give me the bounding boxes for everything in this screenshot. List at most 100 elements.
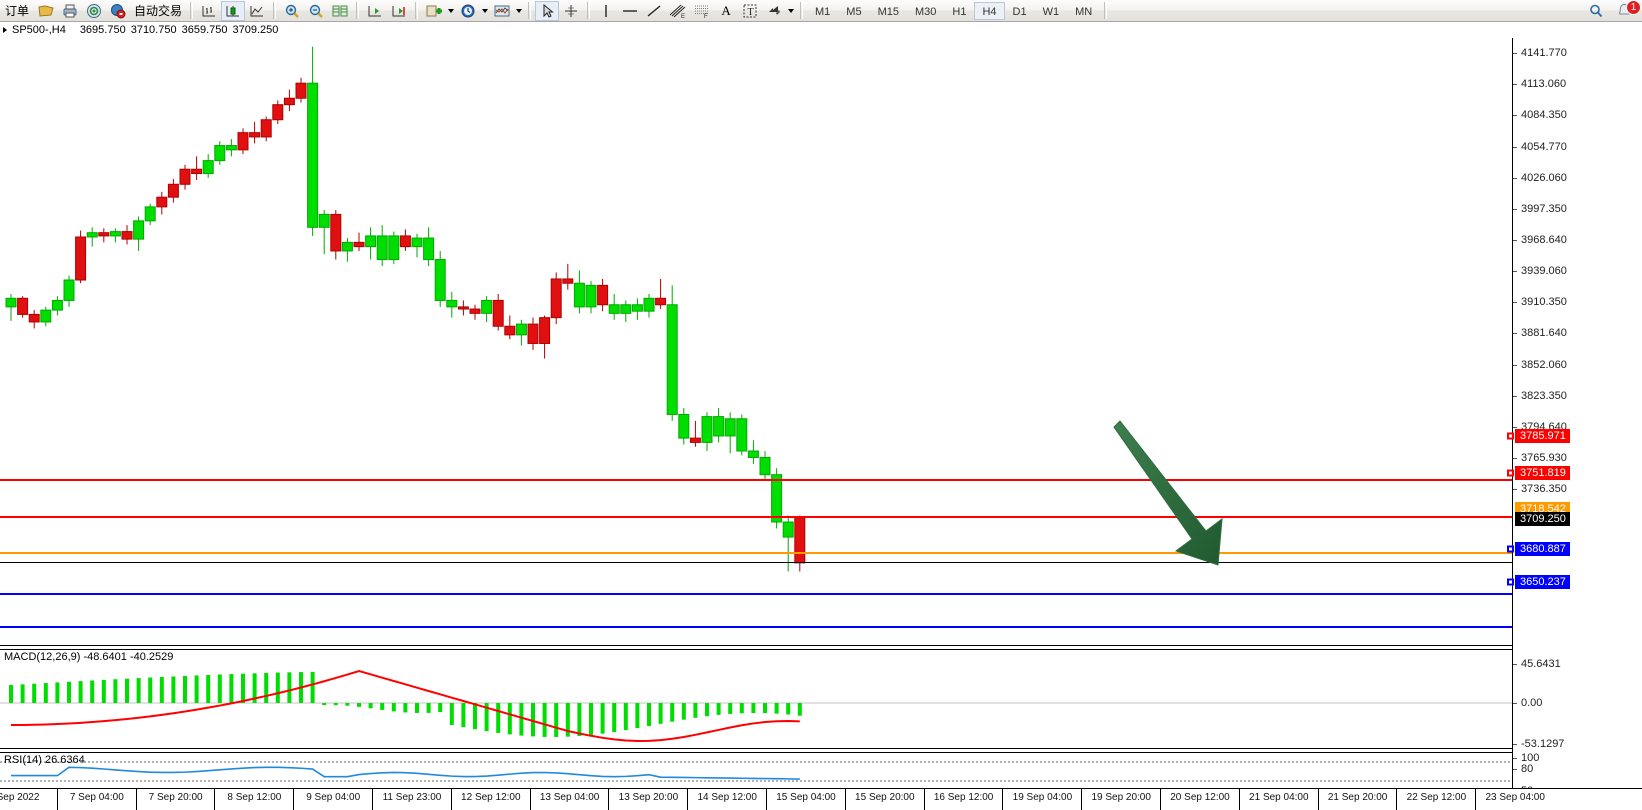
price-axis-tick: 4141.770 xyxy=(1513,47,1567,59)
chevron-down-icon[interactable] xyxy=(446,1,456,21)
toolbar-separator xyxy=(273,2,277,19)
timeframe-h1[interactable]: H1 xyxy=(952,5,967,18)
timeframe-m1[interactable]: M1 xyxy=(815,5,831,18)
candlestick-icon[interactable] xyxy=(221,0,246,21)
bar-chart-icon[interactable] xyxy=(197,1,221,21)
price-axis[interactable]: 4141.770 4113.060 4084.350 4054.770 4026.060… xyxy=(1507,38,1642,810)
folder-icon[interactable] xyxy=(34,1,58,21)
time-axis-separator xyxy=(1317,789,1319,810)
timeframe-w1[interactable]: W1 xyxy=(1042,5,1060,18)
timeframe-m5[interactable]: M5 xyxy=(846,5,862,18)
price-plot-area[interactable]: MACD(12,26,9) -48.6401 -40.2529 RSI(14) … xyxy=(0,38,1512,788)
new-order-button[interactable]: 订单 xyxy=(4,4,29,18)
price-level-line-3650[interactable] xyxy=(0,626,1512,628)
price-axis-tick: 3997.350 xyxy=(1513,203,1567,215)
time-axis-tick: 14 Sep 12:00 xyxy=(697,792,757,803)
indicator-icon[interactable] xyxy=(490,1,514,21)
symbol-period-label: SP500-,H4 xyxy=(12,24,66,36)
time-axis-tick: 15 Sep 04:00 xyxy=(776,792,836,803)
time-axis-tick: 21 Sep 04:00 xyxy=(1249,792,1309,803)
time-axis-tick: 9 Sep 04:00 xyxy=(306,792,361,803)
text-A-icon[interactable]: A xyxy=(721,2,731,18)
line-chart-icon[interactable] xyxy=(245,1,269,21)
time-axis[interactable]: Sep 2022 7 Sep 04:00 7 Sep 20:00 8 Sep 12:0… xyxy=(0,788,1642,810)
time-axis-separator xyxy=(1396,789,1398,810)
timeframe-h4[interactable]: H4 xyxy=(974,1,1005,20)
notification-icon[interactable]: 1 xyxy=(1610,0,1642,21)
price-level-handle[interactable] xyxy=(1507,469,1514,477)
symbol-info-bar: SP500-,H4 3695.750 3710.750 3659.750 370… xyxy=(0,22,1642,38)
price-level-badge[interactable]: 3709.250 xyxy=(1515,511,1570,526)
channel-icon[interactable]: E xyxy=(666,1,690,21)
time-axis-separator xyxy=(450,789,452,810)
price-level-line-3751[interactable] xyxy=(0,516,1512,518)
crosshair-icon[interactable] xyxy=(559,1,583,21)
price-level-line-3680[interactable] xyxy=(0,593,1512,595)
price-level-handle[interactable] xyxy=(1507,578,1514,586)
price-level-badge[interactable]: 3650.237 xyxy=(1515,574,1570,589)
time-axis-separator xyxy=(1081,789,1083,810)
time-axis-separator xyxy=(1238,789,1240,810)
price-level-line-3709 xyxy=(0,562,1512,563)
sub-axis-tick: 100 xyxy=(1513,752,1539,764)
price-axis-tick: 3881.640 xyxy=(1513,327,1567,339)
price-level-badge[interactable]: 3680.887 xyxy=(1515,542,1570,557)
chevron-down-icon[interactable] xyxy=(480,1,490,21)
chart-shift-icon[interactable] xyxy=(363,1,387,21)
timeframe-m30[interactable]: M30 xyxy=(914,5,937,18)
timeframe-m15[interactable]: M15 xyxy=(877,5,899,18)
template-plus-icon[interactable] xyxy=(422,1,446,21)
price-axis-tick: 3968.640 xyxy=(1513,234,1567,246)
fibonacci-icon[interactable]: F xyxy=(690,1,714,21)
autotrading-label[interactable]: 自动交易 xyxy=(134,4,183,18)
chart-marker-icon xyxy=(3,27,7,33)
price-level-badge[interactable]: 3785.971 xyxy=(1515,428,1570,443)
time-axis-separator xyxy=(56,789,58,810)
shapes-icon[interactable] xyxy=(762,1,786,21)
down-trend-arrow[interactable] xyxy=(1110,413,1250,578)
trendline-icon[interactable] xyxy=(642,1,666,21)
horizontal-line-icon[interactable] xyxy=(618,1,642,21)
arrow-cursor-icon[interactable] xyxy=(535,0,560,21)
time-axis-tick: 22 Sep 12:00 xyxy=(1406,792,1467,803)
price-level-handle[interactable] xyxy=(1507,432,1514,440)
search-icon[interactable] xyxy=(1582,1,1610,21)
text-label-icon[interactable]: T xyxy=(738,1,762,21)
main-toolbar: 订单 自动交易 xyxy=(0,0,1642,22)
price-level-line-3718[interactable] xyxy=(0,552,1512,554)
toolbar-separator xyxy=(415,2,419,19)
grid-icon[interactable] xyxy=(328,1,352,21)
price-level-line-3785[interactable] xyxy=(0,479,1512,481)
chart-container[interactable]: MACD(12,26,9) -48.6401 -40.2529 RSI(14) … xyxy=(0,38,1642,810)
time-axis-tick: 8 Sep 12:00 xyxy=(227,792,282,803)
magnifier-plus-icon[interactable] xyxy=(280,1,304,21)
svg-text:T: T xyxy=(748,7,754,18)
sub-axis-tick: 80 xyxy=(1513,763,1533,775)
price-axis-tick: 3910.350 xyxy=(1513,296,1567,308)
rsi-series xyxy=(0,761,1512,782)
time-axis-separator xyxy=(135,789,137,810)
autotrade-icon[interactable] xyxy=(106,1,130,21)
ohlc-low: 3659.750 xyxy=(181,24,228,36)
vertical-line-icon[interactable] xyxy=(594,1,618,21)
clock-icon[interactable] xyxy=(456,1,480,21)
timeframe-mn[interactable]: MN xyxy=(1075,5,1093,18)
toolbar-separator xyxy=(356,2,360,19)
rsi-panel-top-divider-2 xyxy=(0,752,1512,753)
timeframe-d1[interactable]: D1 xyxy=(1012,5,1027,18)
price-level-handle[interactable] xyxy=(1507,545,1514,553)
price-axis-tick: 3852.060 xyxy=(1513,359,1567,371)
radar-icon[interactable] xyxy=(82,1,106,21)
price-level-badge[interactable]: 3751.819 xyxy=(1515,465,1570,480)
sub-axis-tick: 45.6431 xyxy=(1513,658,1561,670)
price-axis-tick: 4054.770 xyxy=(1513,141,1567,153)
auto-scroll-icon[interactable] xyxy=(387,1,411,21)
ohlc-close: 3709.250 xyxy=(232,24,279,36)
printer-icon[interactable] xyxy=(58,1,82,21)
chevron-down-icon[interactable] xyxy=(514,1,524,21)
magnifier-minus-icon[interactable] xyxy=(304,1,328,21)
candlestick-series xyxy=(5,46,806,572)
chevron-down-icon[interactable] xyxy=(786,1,796,21)
time-axis-separator xyxy=(529,789,531,810)
time-axis-tick: 13 Sep 04:00 xyxy=(539,792,600,803)
